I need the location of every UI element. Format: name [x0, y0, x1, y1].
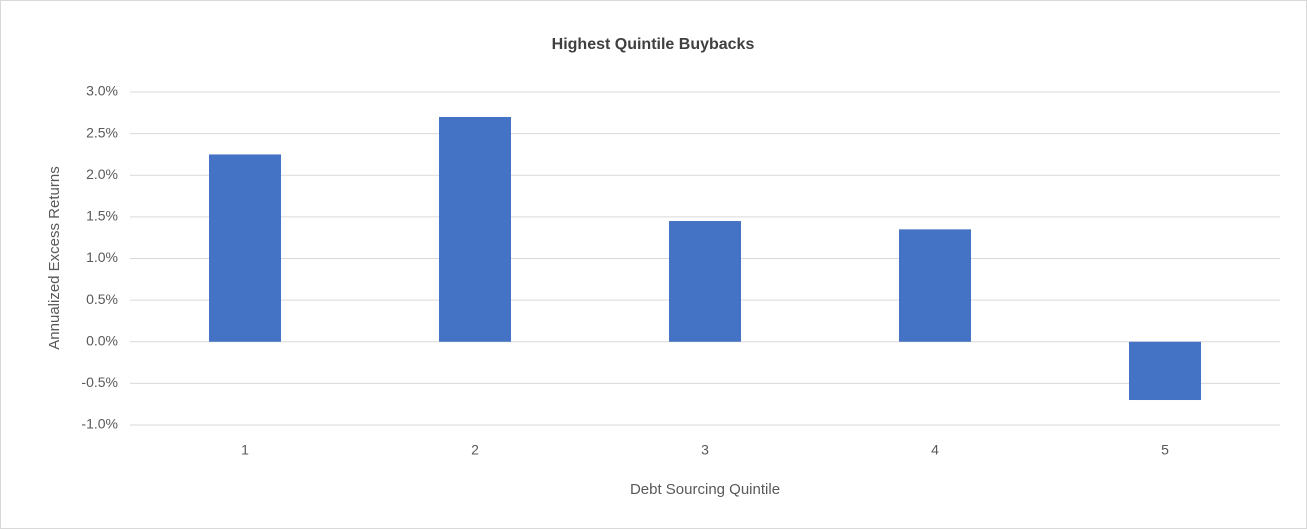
bar — [209, 154, 281, 342]
bar — [669, 221, 741, 342]
bar — [899, 229, 971, 342]
y-tick-label: 3.0% — [86, 83, 118, 99]
x-tick-label: 5 — [1161, 442, 1169, 458]
y-tick-label: 2.5% — [86, 124, 118, 140]
x-tick-label: 1 — [241, 442, 249, 458]
chart-title: Highest Quintile Buybacks — [552, 36, 755, 53]
x-tick-label: 3 — [701, 442, 709, 458]
y-tick-label: -1.0% — [81, 416, 118, 432]
y-tick-label: 0.5% — [86, 291, 118, 307]
bar — [439, 116, 511, 342]
x-tick-label: 2 — [471, 442, 479, 458]
y-tick-label: 1.0% — [86, 249, 118, 265]
bar — [1129, 341, 1201, 401]
y-tick-label: 2.0% — [86, 166, 118, 182]
y-tick-label: 0.0% — [86, 332, 118, 348]
y-tick-label: 1.5% — [86, 208, 118, 224]
y-tick-label: -0.5% — [81, 374, 118, 390]
x-axis-label: Debt Sourcing Quintile — [630, 481, 780, 498]
y-axis-label: Annualized Excess Returns — [46, 166, 63, 349]
x-tick-label: 4 — [931, 442, 939, 458]
